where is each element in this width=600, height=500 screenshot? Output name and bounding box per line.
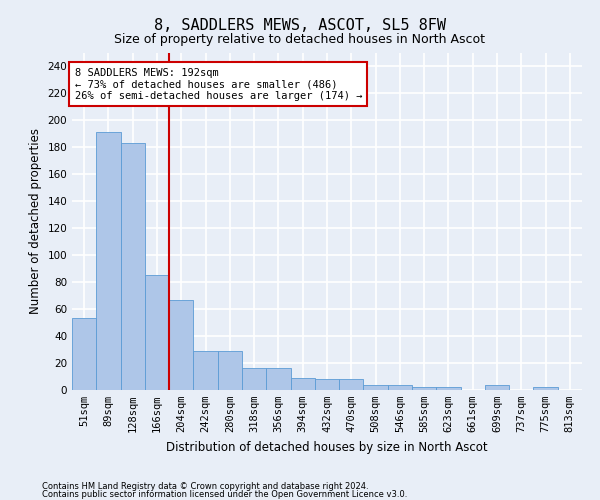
Bar (364, 384, 388, 390)
Text: Contains public sector information licensed under the Open Government Licence v3: Contains public sector information licen… (42, 490, 407, 499)
Bar (145, 275, 169, 390)
Text: 8 SADDLERS MEWS: 192sqm
← 73% of detached houses are smaller (486)
26% of semi-d: 8 SADDLERS MEWS: 192sqm ← 73% of detache… (74, 68, 362, 101)
Bar (218, 351, 242, 390)
Text: Size of property relative to detached houses in North Ascot: Size of property relative to detached ho… (115, 32, 485, 46)
Bar (266, 368, 290, 390)
Bar (485, 384, 509, 390)
Bar (315, 379, 339, 390)
Bar (121, 143, 145, 390)
Y-axis label: Number of detached properties: Number of detached properties (29, 128, 42, 314)
Bar (412, 388, 436, 390)
Text: 8, SADDLERS MEWS, ASCOT, SL5 8FW: 8, SADDLERS MEWS, ASCOT, SL5 8FW (154, 18, 446, 32)
Bar (339, 379, 364, 390)
X-axis label: Distribution of detached houses by size in North Ascot: Distribution of detached houses by size … (166, 440, 488, 454)
Bar (533, 388, 558, 390)
Text: Contains HM Land Registry data © Crown copyright and database right 2024.: Contains HM Land Registry data © Crown c… (42, 482, 368, 491)
Bar (96, 132, 121, 390)
Bar (193, 351, 218, 390)
Bar (72, 318, 96, 390)
Bar (290, 378, 315, 390)
Bar (242, 368, 266, 390)
Bar (436, 388, 461, 390)
Bar (388, 384, 412, 390)
Bar (169, 300, 193, 390)
